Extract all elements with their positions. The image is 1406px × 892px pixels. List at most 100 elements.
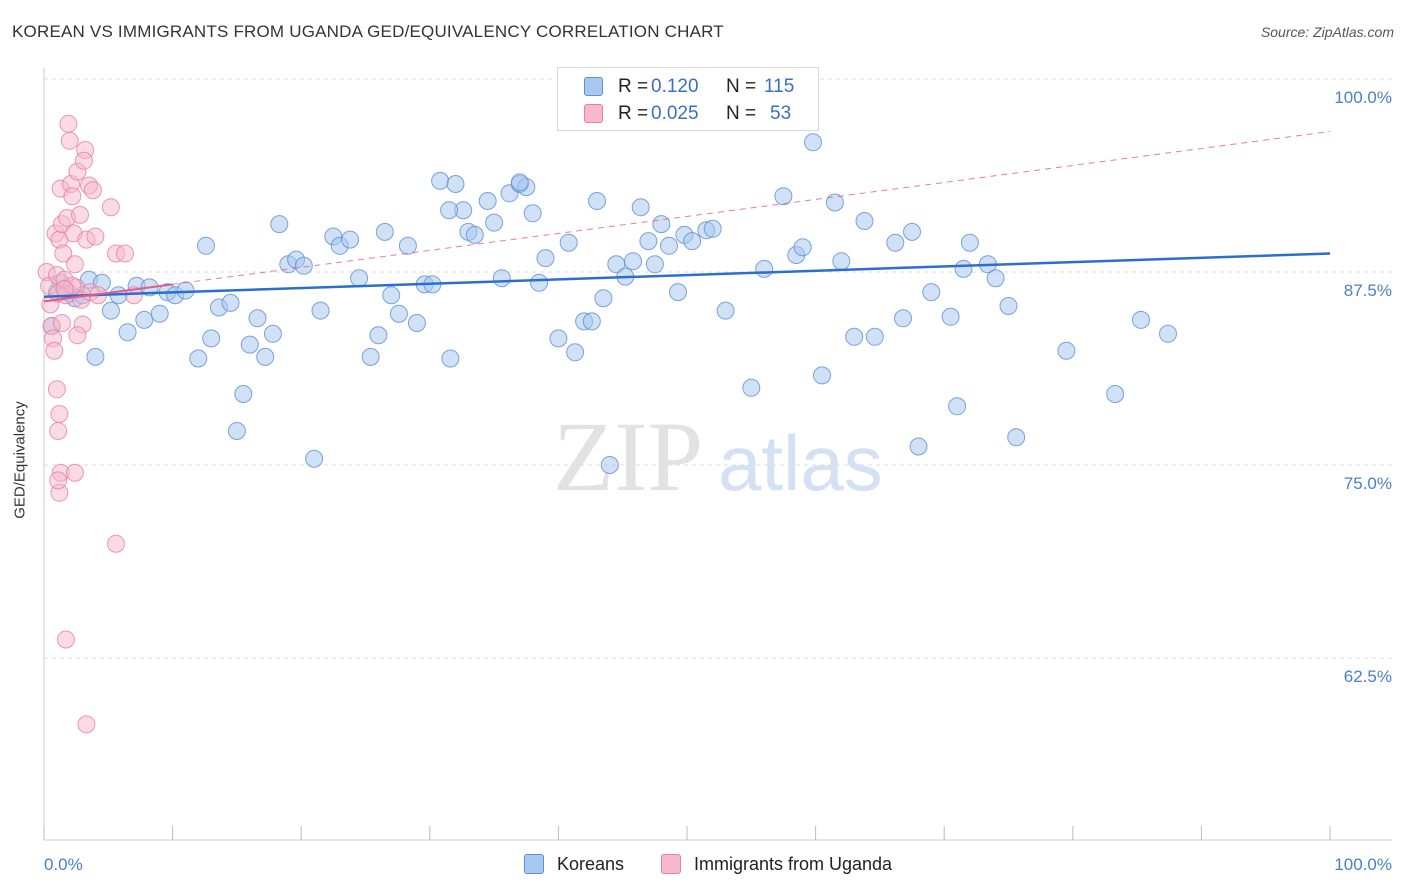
korean-point bbox=[582, 312, 601, 331]
korean-point bbox=[1106, 385, 1125, 403]
korean-point bbox=[865, 327, 884, 346]
korean-point bbox=[954, 259, 973, 278]
uganda-point bbox=[56, 630, 75, 649]
korean-point bbox=[716, 301, 735, 320]
uganda-point bbox=[60, 131, 79, 150]
korean-point bbox=[941, 307, 960, 326]
legend-r-label: R = bbox=[618, 103, 649, 124]
legend-n-label: N = bbox=[726, 76, 757, 97]
korean-trend-line bbox=[43, 252, 1331, 298]
korean-point bbox=[389, 304, 408, 323]
uganda-point bbox=[45, 341, 64, 360]
uganda-point bbox=[59, 114, 78, 133]
y-tick-label: 87.5% bbox=[1344, 281, 1392, 300]
chart-title: KOREAN VS IMMIGRANTS FROM UGANDA GED/EQU… bbox=[12, 22, 724, 41]
korean-point bbox=[886, 233, 905, 252]
korean-point bbox=[845, 327, 864, 346]
korean-point bbox=[478, 192, 497, 210]
korean-point bbox=[294, 256, 313, 275]
korean-point bbox=[652, 215, 671, 234]
korean-point bbox=[832, 252, 851, 271]
stats-legend: R = 0.120 N = 115 R = 0.025 N = 53 bbox=[557, 67, 819, 131]
korean-point bbox=[600, 456, 619, 474]
uganda-point bbox=[74, 151, 93, 170]
y-tick-label: 100.0% bbox=[1334, 88, 1392, 107]
korean-point bbox=[446, 175, 465, 193]
legend-swatch-uganda bbox=[584, 104, 603, 123]
korean-point bbox=[361, 347, 380, 366]
series-swatch-uganda bbox=[661, 854, 681, 874]
korean-point bbox=[440, 201, 459, 220]
korean-point bbox=[1007, 428, 1026, 447]
korean-point bbox=[804, 133, 822, 152]
korean-point bbox=[986, 269, 1005, 288]
korean-point bbox=[86, 347, 105, 366]
grid-layer bbox=[44, 78, 1392, 659]
uganda-point bbox=[50, 405, 69, 423]
uganda-point bbox=[53, 314, 71, 332]
y-tick-label: 75.0% bbox=[1344, 474, 1392, 493]
korean-point bbox=[350, 269, 369, 288]
korean-point bbox=[101, 301, 120, 320]
uganda-point bbox=[107, 534, 125, 553]
korean-point bbox=[588, 192, 606, 210]
korean-point bbox=[382, 286, 401, 305]
legend-r-value: 0.025 bbox=[651, 103, 699, 124]
korean-point bbox=[263, 324, 282, 343]
watermark-zip: ZIP bbox=[553, 401, 703, 512]
korean-point bbox=[341, 230, 360, 249]
korean-point bbox=[431, 171, 450, 190]
uganda-point bbox=[54, 244, 73, 263]
legend-row-koreans: R = 0.120 N = 115 bbox=[558, 73, 818, 101]
korean-point bbox=[755, 259, 774, 278]
korean-point bbox=[793, 238, 812, 257]
uganda-point bbox=[55, 280, 74, 298]
korean-point bbox=[639, 232, 658, 251]
korean-point bbox=[594, 289, 613, 308]
watermark: ZIP atlas bbox=[553, 401, 883, 512]
legend-n-value: 53 bbox=[770, 103, 792, 124]
uganda-point bbox=[77, 715, 96, 734]
korean-point bbox=[492, 269, 511, 288]
korean-point bbox=[135, 310, 154, 329]
uganda-point bbox=[65, 255, 84, 274]
korean-point bbox=[703, 219, 722, 238]
uganda-point bbox=[47, 380, 66, 399]
uganda-point bbox=[49, 471, 68, 490]
uganda-point bbox=[101, 198, 120, 217]
series-label-koreans: Koreans bbox=[557, 854, 625, 874]
korean-point bbox=[624, 252, 642, 271]
korean-point bbox=[825, 193, 844, 212]
uganda-point bbox=[83, 181, 102, 200]
y-tick-labels: 62.5% 75.0% 87.5% 100.0% bbox=[1334, 88, 1392, 686]
korean-point bbox=[909, 437, 928, 456]
korean-point bbox=[530, 273, 549, 292]
korean-point bbox=[197, 236, 215, 255]
korean-point bbox=[813, 366, 831, 385]
korean-point bbox=[999, 297, 1018, 315]
korean-point bbox=[369, 326, 388, 345]
uganda-trend-extension bbox=[172, 131, 1331, 285]
korean-point bbox=[270, 215, 289, 234]
uganda-point bbox=[116, 244, 134, 263]
uganda-point bbox=[49, 422, 68, 440]
korean-point bbox=[234, 385, 253, 403]
x-tick-labels: 0.0% 100.0% bbox=[44, 855, 1392, 874]
korean-point bbox=[1057, 341, 1076, 360]
legend-r-value: 0.120 bbox=[651, 76, 699, 97]
watermark-atlas: atlas bbox=[718, 419, 883, 507]
korean-point bbox=[742, 378, 761, 397]
series-legend: Koreans Immigrants from Uganda bbox=[0, 851, 1406, 879]
korean-point bbox=[1159, 324, 1177, 343]
korean-point bbox=[669, 283, 687, 302]
korean-point bbox=[774, 187, 793, 206]
korean-point bbox=[407, 314, 426, 332]
korean-point bbox=[549, 329, 568, 348]
korean-point bbox=[855, 212, 874, 230]
uganda-point bbox=[68, 326, 87, 345]
korean-point bbox=[960, 233, 979, 252]
legend-n-value: 115 bbox=[764, 76, 795, 97]
korean-point bbox=[1132, 310, 1150, 329]
korean-point bbox=[559, 233, 578, 252]
